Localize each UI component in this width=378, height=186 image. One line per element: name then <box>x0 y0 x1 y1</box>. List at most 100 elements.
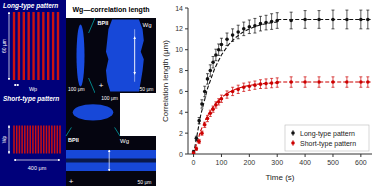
pattern-stripe <box>24 126 26 154</box>
x-tick-label: 600 <box>355 159 367 166</box>
scale-label: 400 μm <box>28 165 47 171</box>
error-bar <box>206 115 209 121</box>
error-bar <box>248 20 251 34</box>
data-point <box>366 80 370 84</box>
data-point <box>289 19 293 23</box>
pattern-stripe <box>32 12 34 80</box>
y-tick-label: 14 <box>175 5 183 12</box>
pattern-stripe <box>57 12 59 80</box>
error-bar <box>200 131 203 135</box>
wg-label: Wg <box>143 22 152 28</box>
y-tick <box>185 112 188 113</box>
x-tick-label: 500 <box>327 159 339 166</box>
wg-label: Wg <box>120 138 129 144</box>
x-tick <box>332 154 333 157</box>
pattern-stripe <box>52 12 54 80</box>
data-point <box>331 18 335 22</box>
band <box>66 150 156 171</box>
data-point <box>203 123 207 127</box>
x-tick <box>193 154 194 157</box>
data-point <box>220 43 224 47</box>
band-strip <box>66 159 156 163</box>
y-axis <box>188 8 189 154</box>
data-point <box>225 93 229 97</box>
pattern-stripe <box>43 126 45 154</box>
blob <box>106 20 144 92</box>
data-point <box>220 97 224 101</box>
data-point <box>195 137 199 141</box>
panel-label: Short-type pattern <box>3 95 59 103</box>
scale-label: 50 μm <box>138 179 152 185</box>
scale-label: 50 μm <box>140 86 154 92</box>
pattern-stripe <box>32 126 34 154</box>
error-bar <box>203 86 206 96</box>
data-point <box>209 69 213 73</box>
error-bar <box>220 95 223 102</box>
data-point <box>270 20 274 24</box>
image-panel <box>66 18 95 93</box>
panel-label: Long-type pattern <box>3 2 58 10</box>
legend-swatch <box>291 141 295 145</box>
error-bar <box>265 15 268 30</box>
y-tick-label: 10 <box>175 46 183 53</box>
wp-arrow <box>9 126 10 154</box>
y-axis-label: Correlation length (μm) <box>161 40 170 122</box>
x-tick <box>360 154 361 157</box>
pattern-stripe <box>42 12 44 80</box>
data-point <box>359 18 363 22</box>
pattern-stripe <box>13 126 15 154</box>
error-bar <box>203 122 206 127</box>
legend-label: Short-type pattern <box>300 140 356 148</box>
x-tick <box>305 154 306 157</box>
error-bar <box>212 56 215 67</box>
data-point <box>197 119 201 123</box>
x-tick-label: 100 <box>216 159 228 166</box>
error-bar <box>276 78 279 87</box>
y-tick <box>185 154 188 155</box>
data-point <box>345 18 349 22</box>
error-bar <box>226 33 229 46</box>
legend-label: Long-type pattern <box>300 130 355 138</box>
error-bar <box>345 77 348 87</box>
compass: + <box>69 177 74 186</box>
image-panel <box>66 136 156 186</box>
error-bar <box>214 102 217 108</box>
data-point <box>200 102 204 106</box>
pattern-stripe <box>38 126 40 154</box>
error-bar <box>214 49 217 60</box>
pattern-stripe <box>51 126 53 154</box>
data-point <box>359 80 363 84</box>
scale-label: 100 μm <box>68 86 85 92</box>
wg-arrow <box>134 37 135 75</box>
error-bar <box>359 77 362 87</box>
y-tick-label: 2 <box>179 130 183 137</box>
data-point <box>317 18 321 22</box>
error-bar <box>198 139 201 143</box>
pattern-stripe <box>40 126 42 154</box>
y-tick <box>185 49 188 50</box>
error-bar <box>304 77 307 87</box>
fit-line <box>194 22 278 154</box>
error-bar <box>220 38 223 51</box>
error-bar <box>206 74 209 84</box>
panel-label: BPII <box>68 137 79 143</box>
data-point <box>253 24 257 28</box>
data-point <box>231 33 235 37</box>
error-bar <box>198 118 201 124</box>
error-bar <box>200 100 203 108</box>
data-point <box>200 131 204 135</box>
x-tick-label: 300 <box>271 159 283 166</box>
error-bar <box>331 77 334 87</box>
data-point <box>211 107 215 111</box>
pattern-stripe <box>19 126 21 154</box>
wg-line <box>134 29 135 82</box>
y-tick-label: 6 <box>179 88 183 95</box>
pattern-stripe <box>54 126 56 154</box>
height-arrow <box>9 12 10 80</box>
pattern-stripe <box>59 126 61 154</box>
y-tick <box>185 70 188 71</box>
data-point <box>264 82 268 86</box>
pattern-stripe <box>57 126 59 154</box>
data-point <box>345 80 349 84</box>
data-point <box>242 27 246 31</box>
